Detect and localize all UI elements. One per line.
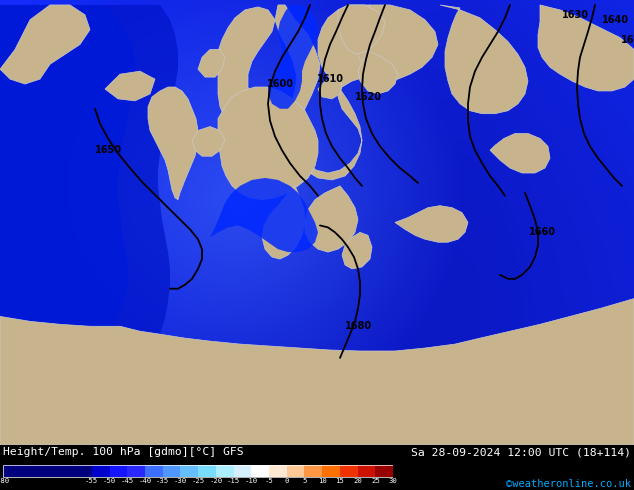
Bar — [198, 466, 216, 477]
Text: -10: -10 — [245, 478, 258, 485]
Text: Height/Temp. 100 hPa [gdmo][°C] GFS: Height/Temp. 100 hPa [gdmo][°C] GFS — [3, 447, 244, 457]
Text: -55: -55 — [85, 478, 98, 485]
Bar — [145, 466, 163, 477]
Text: 5: 5 — [302, 478, 307, 485]
Text: 30: 30 — [389, 478, 398, 485]
Polygon shape — [440, 5, 528, 114]
Text: -35: -35 — [156, 478, 169, 485]
Polygon shape — [105, 71, 155, 101]
Polygon shape — [318, 77, 342, 99]
Text: 1610: 1610 — [316, 74, 344, 84]
Polygon shape — [268, 5, 318, 109]
Bar — [375, 466, 393, 477]
Text: 20: 20 — [353, 478, 362, 485]
Polygon shape — [538, 5, 634, 91]
Bar — [163, 466, 181, 477]
Text: -20: -20 — [209, 478, 223, 485]
Bar — [181, 466, 198, 477]
Polygon shape — [210, 178, 318, 252]
Bar — [322, 466, 340, 477]
Polygon shape — [0, 5, 90, 84]
Polygon shape — [355, 5, 438, 81]
Polygon shape — [305, 186, 358, 252]
Polygon shape — [198, 49, 225, 77]
Polygon shape — [218, 7, 275, 144]
Bar — [3, 466, 393, 477]
Bar — [92, 466, 110, 477]
Bar — [3, 466, 92, 477]
Text: 0: 0 — [285, 478, 289, 485]
Bar — [127, 466, 145, 477]
Text: 10: 10 — [318, 478, 327, 485]
Polygon shape — [342, 232, 372, 269]
Polygon shape — [275, 5, 400, 180]
Polygon shape — [395, 206, 468, 242]
Polygon shape — [0, 5, 178, 445]
Bar — [216, 466, 233, 477]
Text: -40: -40 — [138, 478, 152, 485]
Bar — [251, 466, 269, 477]
Text: 15: 15 — [335, 478, 344, 485]
Text: Sa 28-09-2024 12:00 UTC (18+114): Sa 28-09-2024 12:00 UTC (18+114) — [411, 447, 631, 457]
Bar — [110, 466, 127, 477]
Text: 1680: 1680 — [344, 321, 372, 331]
Text: 1650: 1650 — [94, 145, 122, 155]
Bar — [340, 466, 358, 477]
Text: -30: -30 — [174, 478, 187, 485]
Bar — [269, 466, 287, 477]
Polygon shape — [358, 51, 398, 94]
Text: 1630: 1630 — [621, 35, 634, 45]
Text: 1640: 1640 — [602, 15, 628, 25]
Text: -5: -5 — [264, 478, 273, 485]
Polygon shape — [490, 133, 550, 173]
Polygon shape — [148, 87, 198, 200]
Polygon shape — [338, 5, 385, 54]
Polygon shape — [192, 126, 225, 156]
Text: -15: -15 — [227, 478, 240, 485]
Text: -45: -45 — [120, 478, 134, 485]
Text: 1660: 1660 — [529, 227, 555, 237]
Text: 25: 25 — [371, 478, 380, 485]
Text: 1630: 1630 — [562, 10, 588, 20]
Text: -50: -50 — [103, 478, 116, 485]
Text: 1600: 1600 — [266, 79, 294, 89]
Bar — [304, 466, 322, 477]
Bar — [358, 466, 375, 477]
Polygon shape — [218, 87, 318, 200]
Polygon shape — [262, 186, 305, 259]
Bar — [233, 466, 251, 477]
Text: ©weatheronline.co.uk: ©weatheronline.co.uk — [506, 479, 631, 489]
Text: 1620: 1620 — [354, 92, 382, 102]
Text: -25: -25 — [191, 478, 205, 485]
Bar — [287, 466, 304, 477]
Polygon shape — [0, 298, 634, 445]
Polygon shape — [0, 5, 135, 445]
Text: -80: -80 — [0, 478, 10, 485]
